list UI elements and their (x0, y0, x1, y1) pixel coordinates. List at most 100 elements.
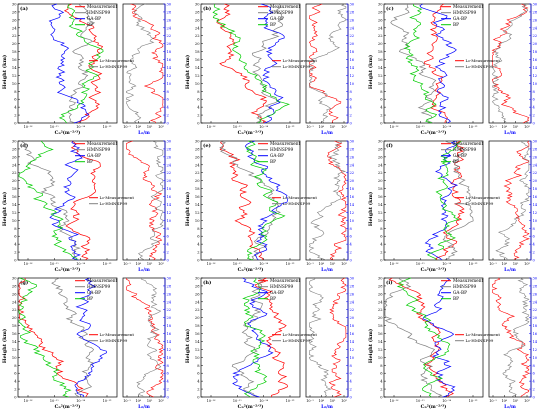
x-tick-label: 10⁻¹⁶ (207, 125, 216, 129)
series-hmnsp99 (384, 277, 443, 398)
y-tick-label: 4 (380, 380, 383, 384)
y-tick-label-right: 30 (350, 277, 355, 281)
series-gabp (49, 140, 83, 261)
x-tick-label-right: 10⁰ (135, 125, 141, 129)
y-tick-label: 0 (14, 122, 17, 126)
y-tick-label-right: 20 (167, 42, 172, 46)
legend-label: HMNSP99 (270, 285, 293, 290)
y-tick-label-right: 8 (350, 90, 353, 94)
x-tick-label: 10⁻¹⁴ (76, 262, 85, 266)
y-tick-label: 26 (195, 18, 200, 22)
x-axis-label-cn2: Cₙ²(m⁻²ᐟ³) (421, 403, 447, 410)
y-tick-label-right: 18 (350, 187, 355, 191)
x-tick-label-right: 10² (158, 262, 164, 266)
y-tick-label-right: 0 (533, 396, 536, 400)
y-tick-label-right: 4 (167, 243, 170, 247)
l0-legend-label: L₀-Measurement (466, 195, 501, 200)
cn2-plot-frame (17, 140, 118, 261)
y-tick-label: 8 (14, 227, 17, 231)
x-tick-label: 10⁻¹⁴ (442, 262, 451, 266)
y-tick-label: 28 (378, 284, 383, 288)
x-tick-label: 10⁻¹⁶ (207, 399, 216, 403)
legend-label: Measurement (87, 279, 117, 284)
y-tick-label: 22 (195, 171, 200, 175)
y-tick-label-right: 20 (350, 179, 355, 183)
legend-label: BP (453, 23, 459, 28)
panel-label: (g) (20, 279, 28, 286)
legend-label: HMNSP99 (453, 11, 476, 16)
cn2-plot-frame (200, 3, 301, 124)
x-tick-label-right: 10⁻¹ (306, 399, 314, 403)
legend-label: BP (270, 23, 276, 28)
y-tick-label: 26 (12, 18, 17, 22)
y-tick-label-right: 0 (533, 122, 536, 126)
y-tick-label-right: 26 (350, 292, 355, 296)
x-tick-label: 10⁻¹⁵ (233, 262, 242, 266)
legend-label: GA-BP (87, 291, 101, 296)
y-tick-label-right: 22 (167, 34, 172, 38)
legend-label: HMNSP99 (87, 148, 110, 153)
y-tick-label-right: 6 (533, 372, 536, 376)
y-tick-label: 20 (12, 179, 17, 183)
y-tick-label: 2 (380, 388, 382, 392)
y-tick-label-right: 16 (350, 195, 355, 199)
y-tick-label-right: 0 (350, 259, 353, 263)
y-tick-label-right: 12 (350, 348, 355, 352)
y-tick-label-right: 6 (533, 235, 536, 239)
y-tick-label: 2 (197, 114, 199, 118)
y-tick-label: 0 (380, 259, 383, 263)
series-bp (426, 140, 462, 261)
y-tick-label-right: 28 (533, 147, 538, 151)
y-tick-label: 10 (195, 356, 200, 360)
l0-legend-label: L₀-Measurement (466, 332, 501, 337)
y-tick-label-right: 26 (533, 155, 538, 159)
series-bp (58, 3, 104, 124)
y-tick-label: 4 (197, 380, 200, 384)
y-tick-label: 24 (378, 300, 383, 304)
y-tick-label: 26 (195, 292, 200, 296)
y-tick-label: 8 (197, 227, 200, 231)
y-tick-label: 18 (378, 324, 383, 328)
y-tick-label: 24 (12, 300, 17, 304)
legend-label: GA-BP (87, 17, 101, 22)
y-tick-label-right: 20 (167, 316, 172, 320)
series-bp (396, 277, 451, 398)
y-tick-label-right: 18 (533, 50, 538, 54)
y-tick-label: 20 (378, 42, 383, 46)
y-tick-label-right: 24 (167, 300, 172, 304)
x-tick-label: 10⁻¹⁴ (442, 125, 451, 129)
y-tick-label: 20 (378, 179, 383, 183)
y-tick-label-right: 26 (350, 18, 355, 22)
y-tick-label: 14 (195, 203, 200, 207)
legend-label: GA-BP (453, 291, 467, 296)
y-tick-label-right: 22 (350, 308, 355, 312)
x-axis-label-l0: L₀/m (504, 130, 516, 136)
y-tick-label-right: 28 (167, 10, 172, 14)
y-tick-label: 16 (195, 58, 200, 62)
y-tick-label-right: 14 (350, 66, 355, 70)
y-tick-label: 24 (378, 163, 383, 167)
x-tick-label: 10⁻¹⁶ (24, 262, 33, 266)
legend-label: GA-BP (453, 17, 467, 22)
y-tick-label: 18 (378, 187, 383, 191)
y-tick-label-right: 2 (350, 251, 352, 255)
x-tick-label-right: 10¹ (147, 399, 153, 403)
y-tick-label: 20 (12, 316, 17, 320)
y-tick-label: 20 (12, 42, 17, 46)
y-tick-label: 18 (12, 187, 17, 191)
y-tick-label-right: 10 (350, 356, 355, 360)
y-tick-label: 20 (378, 316, 383, 320)
y-tick-label: 22 (378, 171, 383, 175)
y-tick-label-right: 14 (350, 203, 355, 207)
y-tick-label-right: 30 (167, 140, 172, 144)
y-tick-label: 28 (195, 284, 200, 288)
y-tick-label: 22 (378, 308, 383, 312)
x-axis-label-cn2: Cₙ²(m⁻²ᐟ³) (421, 129, 447, 136)
y-tick-label: 4 (380, 243, 383, 247)
y-tick-label-right: 0 (350, 396, 353, 400)
y-tick-label: 30 (378, 277, 383, 281)
y-tick-label-right: 22 (350, 34, 355, 38)
l0-legend-label: L₀-HMNSP99 (283, 64, 311, 69)
x-tick-label: 10⁻¹⁶ (390, 262, 399, 266)
x-tick-label-right: 10⁻¹ (489, 262, 497, 266)
